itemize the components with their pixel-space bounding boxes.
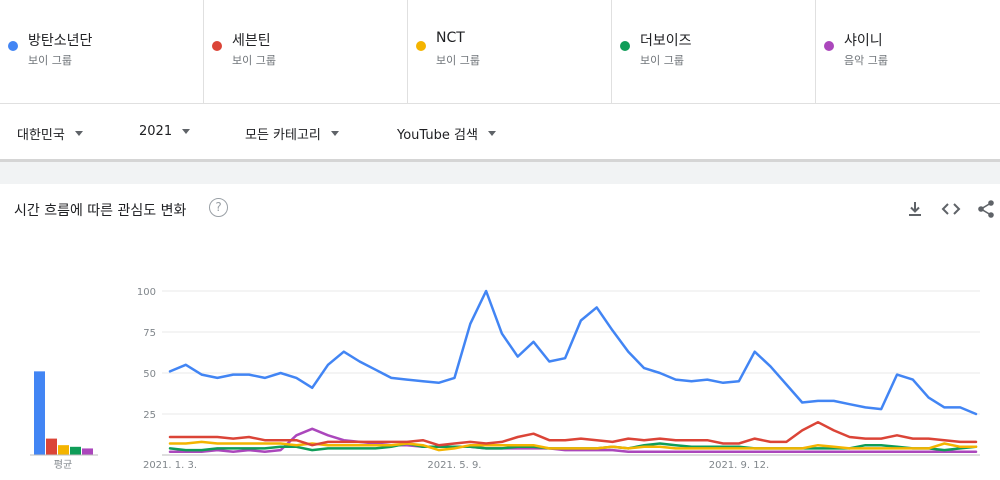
x-tick-label: 2021. 5. 9.	[427, 460, 481, 471]
y-tick-label: 100	[137, 287, 156, 298]
series-color-dot	[620, 41, 630, 51]
x-tick-label: 2021. 9. 12.	[709, 460, 769, 471]
term-name: 더보이즈	[640, 33, 692, 49]
filter-bar: 대한민국 2021 모든 카테고리 YouTube 검색	[0, 104, 1000, 162]
term-type: 음악 그룹	[844, 54, 888, 67]
average-bar[interactable]	[82, 448, 93, 455]
y-tick-label: 75	[143, 328, 156, 339]
term-card-shinee[interactable]: 샤이니 음악 그룹	[816, 0, 1000, 104]
term-card-seventeen[interactable]: 세븐틴 보이 그룹	[204, 0, 408, 104]
y-tick-label: 50	[143, 369, 156, 380]
term-type: 보이 그룹	[640, 54, 684, 67]
term-card-bts[interactable]: 방탄소년단 보이 그룹	[0, 0, 204, 104]
term-card-nct[interactable]: NCT 보이 그룹	[408, 0, 612, 104]
term-name: 세븐틴	[232, 33, 271, 49]
term-name: 방탄소년단	[28, 33, 93, 49]
series-line[interactable]	[168, 440, 978, 452]
caret-down-icon	[487, 131, 496, 136]
caret-down-icon	[330, 131, 339, 136]
term-card-the-boyz[interactable]: 더보이즈 보이 그룹	[612, 0, 816, 104]
comparison-terms-bar: 방탄소년단 보이 그룹 세븐틴 보이 그룹 NCT 보이 그룹 더보이즈 보이 …	[0, 0, 1000, 104]
term-type: 보이 그룹	[28, 54, 72, 67]
term-name: 샤이니	[844, 33, 883, 49]
search-type-dropdown[interactable]: YouTube 검색	[397, 124, 496, 143]
term-type: 보이 그룹	[436, 54, 480, 67]
average-bar[interactable]	[46, 438, 57, 455]
region-dropdown[interactable]: 대한민국	[17, 124, 83, 143]
chart-title: 시간 흐름에 따른 관심도 변화	[14, 203, 187, 219]
series-color-dot	[8, 41, 18, 51]
caret-down-icon	[182, 129, 191, 134]
series-line[interactable]	[168, 427, 978, 453]
help-circle-icon[interactable]: ?	[209, 198, 228, 217]
download-icon[interactable]	[905, 199, 925, 219]
series-line[interactable]	[168, 420, 978, 447]
term-name: NCT	[436, 30, 465, 46]
code-embed-icon[interactable]	[941, 199, 961, 219]
x-tick-label: 2021. 1. 3.	[143, 460, 197, 471]
average-bar[interactable]	[34, 371, 45, 455]
series-color-dot	[212, 41, 222, 51]
caret-down-icon	[74, 131, 83, 136]
average-bar[interactable]	[70, 446, 81, 455]
series-color-dot	[824, 41, 834, 51]
period-dropdown[interactable]: 2021	[139, 124, 191, 139]
average-bar[interactable]	[58, 445, 69, 455]
term-type: 보이 그룹	[232, 54, 276, 67]
category-value: 모든 카테고리	[245, 128, 321, 143]
share-icon[interactable]	[976, 199, 996, 219]
region-value: 대한민국	[17, 128, 65, 143]
y-tick-label: 25	[143, 410, 156, 421]
period-value: 2021	[139, 124, 173, 139]
search-type-value: YouTube 검색	[397, 128, 478, 143]
average-label: 평균	[54, 459, 72, 471]
category-dropdown[interactable]: 모든 카테고리	[245, 124, 339, 143]
section-divider	[0, 162, 1000, 184]
series-color-dot	[416, 41, 426, 51]
series-line[interactable]	[168, 289, 978, 416]
